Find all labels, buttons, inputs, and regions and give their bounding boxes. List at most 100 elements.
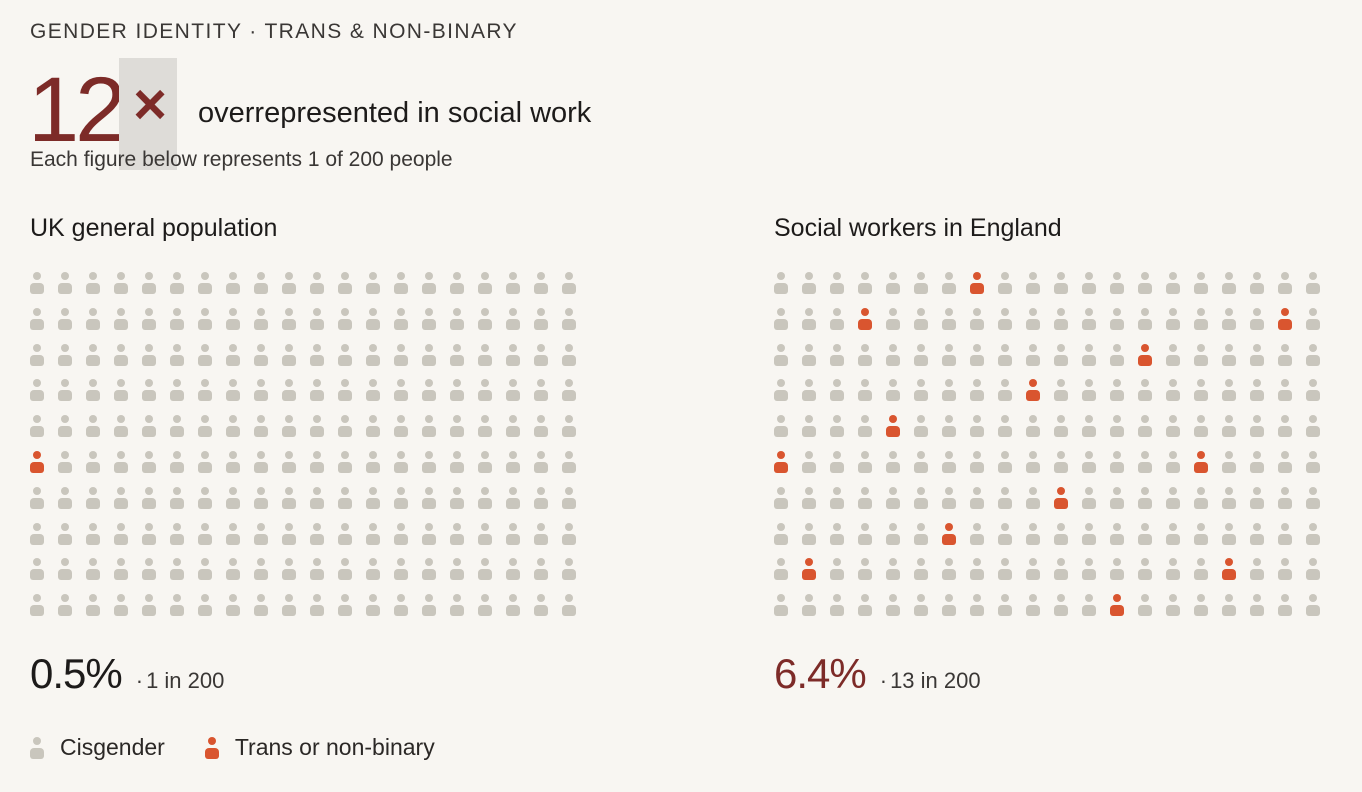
cisgender-person-icon bbox=[886, 343, 900, 366]
cisgender-person-icon bbox=[142, 594, 156, 617]
pictogram-grid-uk bbox=[30, 272, 590, 624]
trans-person-icon bbox=[970, 272, 984, 294]
cisgender-person-icon bbox=[86, 379, 100, 402]
cisgender-person-icon bbox=[450, 415, 464, 438]
cisgender-person-icon bbox=[170, 379, 184, 402]
cisgender-person-icon bbox=[366, 307, 380, 330]
cisgender-person-icon bbox=[142, 522, 156, 545]
cisgender-person-icon bbox=[366, 522, 380, 545]
cisgender-person-icon bbox=[534, 594, 548, 617]
cisgender-person-icon bbox=[1250, 307, 1264, 330]
cisgender-person-icon bbox=[1110, 307, 1124, 330]
cisgender-person-icon bbox=[1054, 451, 1068, 473]
cisgender-person-icon bbox=[86, 558, 100, 581]
cisgender-person-icon bbox=[310, 415, 324, 438]
cisgender-person-icon bbox=[226, 379, 240, 402]
cisgender-person-icon bbox=[198, 451, 212, 473]
cisgender-person-icon bbox=[1138, 379, 1152, 402]
cisgender-person-icon bbox=[114, 594, 128, 617]
cisgender-person-icon bbox=[1026, 415, 1040, 438]
cisgender-person-icon bbox=[30, 522, 44, 545]
cisgender-person-icon bbox=[774, 486, 788, 509]
cisgender-person-icon bbox=[58, 379, 72, 402]
cisgender-person-icon bbox=[366, 594, 380, 617]
panel-title: Social workers in England bbox=[774, 214, 1062, 242]
cisgender-person-icon bbox=[394, 486, 408, 509]
cisgender-person-icon bbox=[830, 343, 844, 366]
cisgender-person-icon bbox=[1194, 558, 1208, 581]
cisgender-person-icon bbox=[802, 486, 816, 509]
cisgender-person-icon bbox=[450, 594, 464, 617]
cisgender-person-icon bbox=[802, 307, 816, 330]
cisgender-person-icon bbox=[858, 594, 872, 617]
cisgender-person-icon bbox=[1222, 415, 1236, 438]
cisgender-person-icon bbox=[142, 558, 156, 581]
cisgender-person-icon bbox=[1194, 272, 1208, 294]
cisgender-person-icon bbox=[338, 272, 352, 294]
subtitle: Each figure below represents 1 of 200 pe… bbox=[30, 148, 453, 171]
percent-label: 6.4% bbox=[774, 650, 867, 697]
cisgender-person-icon bbox=[114, 343, 128, 366]
cisgender-person-icon bbox=[114, 451, 128, 473]
cisgender-person-icon bbox=[114, 558, 128, 581]
cisgender-person-icon bbox=[1278, 343, 1292, 366]
cisgender-person-icon bbox=[450, 307, 464, 330]
percent-label: 0.5% bbox=[30, 650, 123, 697]
cisgender-person-icon bbox=[30, 594, 44, 617]
cisgender-person-icon bbox=[58, 522, 72, 545]
cisgender-person-icon bbox=[914, 307, 928, 330]
cisgender-person-icon bbox=[58, 307, 72, 330]
cisgender-person-icon bbox=[774, 594, 788, 617]
cisgender-person-icon bbox=[394, 451, 408, 473]
cisgender-person-icon bbox=[1110, 379, 1124, 402]
cisgender-person-icon bbox=[970, 415, 984, 438]
cisgender-person-icon bbox=[1306, 451, 1320, 473]
cisgender-person-icon bbox=[506, 272, 520, 294]
cisgender-person-icon bbox=[58, 594, 72, 617]
cisgender-person-icon bbox=[86, 343, 100, 366]
cisgender-person-icon bbox=[58, 558, 72, 581]
cisgender-person-icon bbox=[1138, 307, 1152, 330]
cisgender-person-icon bbox=[394, 522, 408, 545]
cisgender-person-icon bbox=[142, 379, 156, 402]
cisgender-person-icon bbox=[942, 343, 956, 366]
cisgender-person-icon bbox=[1194, 486, 1208, 509]
cisgender-person-icon bbox=[1250, 558, 1264, 581]
cisgender-person-icon bbox=[1194, 594, 1208, 617]
trans-person-icon bbox=[774, 451, 788, 473]
big-number-value: 12 bbox=[28, 59, 126, 161]
cisgender-person-icon bbox=[366, 451, 380, 473]
cisgender-person-icon bbox=[1054, 307, 1068, 330]
cisgender-person-icon bbox=[1278, 486, 1292, 509]
cisgender-person-icon bbox=[998, 307, 1012, 330]
cisgender-person-icon bbox=[114, 272, 128, 294]
cisgender-person-icon bbox=[58, 272, 72, 294]
cisgender-person-icon bbox=[226, 415, 240, 438]
cisgender-person-icon bbox=[422, 415, 436, 438]
cisgender-person-icon bbox=[198, 486, 212, 509]
cisgender-person-icon bbox=[506, 343, 520, 366]
cisgender-person-icon bbox=[1054, 522, 1068, 545]
cisgender-person-icon bbox=[830, 415, 844, 438]
cisgender-person-icon bbox=[1166, 558, 1180, 581]
cisgender-person-icon bbox=[534, 522, 548, 545]
cisgender-person-icon bbox=[886, 451, 900, 473]
cisgender-person-icon bbox=[114, 522, 128, 545]
stat-uk: 0.5% · 1 in 200 bbox=[30, 650, 224, 698]
cisgender-person-icon bbox=[170, 486, 184, 509]
cisgender-person-icon bbox=[1138, 522, 1152, 545]
cisgender-person-icon bbox=[1026, 272, 1040, 294]
cisgender-person-icon bbox=[1166, 379, 1180, 402]
cisgender-person-icon bbox=[506, 486, 520, 509]
cisgender-person-icon bbox=[562, 272, 576, 294]
cisgender-person-icon bbox=[142, 307, 156, 330]
cisgender-person-icon bbox=[1278, 594, 1292, 617]
cisgender-person-icon bbox=[1194, 415, 1208, 438]
trans-person-icon bbox=[1278, 307, 1292, 330]
cisgender-person-icon bbox=[914, 451, 928, 473]
ratio-label: · 13 in 200 bbox=[880, 668, 981, 694]
cisgender-person-icon bbox=[1054, 272, 1068, 294]
cisgender-person-icon bbox=[970, 379, 984, 402]
legend: Cisgender Trans or non-binary bbox=[30, 734, 475, 761]
cisgender-person-icon bbox=[450, 522, 464, 545]
